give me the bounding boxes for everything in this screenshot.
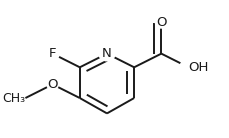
Circle shape xyxy=(46,48,59,60)
Circle shape xyxy=(179,60,196,75)
Text: CH₃: CH₃ xyxy=(2,91,25,104)
Circle shape xyxy=(46,79,58,89)
Text: O: O xyxy=(155,16,166,29)
Text: OH: OH xyxy=(188,61,208,74)
Text: O: O xyxy=(47,78,58,91)
Circle shape xyxy=(98,47,115,61)
Circle shape xyxy=(155,18,166,28)
Text: F: F xyxy=(49,47,56,60)
Text: N: N xyxy=(102,47,111,60)
